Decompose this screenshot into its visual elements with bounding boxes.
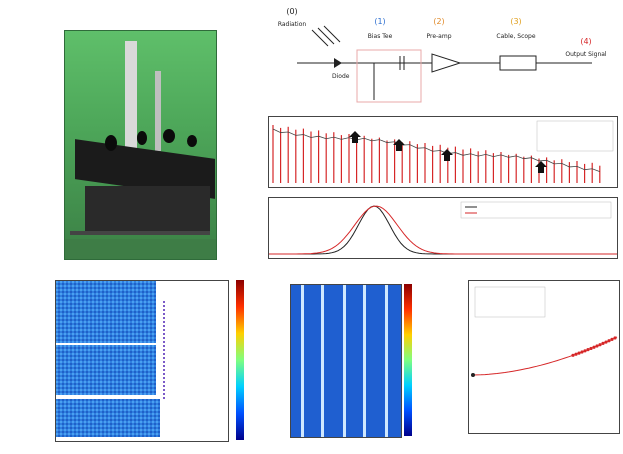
bar-chart-curve — [272, 128, 600, 173]
label-text-3: Cable, Scope — [496, 33, 535, 40]
stripe — [363, 285, 366, 437]
label-num-0: (0) — [286, 7, 297, 16]
scope-box — [499, 55, 537, 71]
photo-floor — [65, 239, 216, 259]
bar-chart-panel — [268, 116, 618, 188]
growth-curve — [472, 336, 618, 376]
schematic-label-2: (2) Pre-amp — [426, 17, 451, 40]
stripe — [385, 285, 388, 437]
peak-plot-legend — [460, 201, 612, 219]
growth-legend — [474, 286, 546, 318]
growth-start-point — [471, 373, 475, 377]
photo-bench-lower — [85, 186, 210, 231]
schematic-label-4: (4) Output Signal — [565, 37, 607, 58]
stripe-series — [301, 285, 388, 437]
arrow-markers — [349, 131, 547, 173]
bar-chart-legend — [536, 120, 614, 152]
growth-point — [604, 340, 608, 344]
arrow-marker — [393, 139, 405, 151]
photo-mount — [163, 129, 175, 143]
bar-series — [272, 125, 601, 183]
bias-tee-box — [356, 49, 422, 103]
label-num-2: (2) — [433, 17, 444, 26]
heatmap-right-colorbar — [404, 284, 412, 436]
heatmap-block — [56, 345, 156, 395]
schematic-label-0: (0) Radiation — [278, 7, 307, 28]
photo-rail — [70, 231, 210, 235]
diode-label: Diode — [332, 73, 350, 80]
growth-point — [601, 341, 605, 345]
growth-point — [592, 345, 596, 349]
photo-post — [155, 71, 161, 151]
heatmap-right-svg — [290, 284, 402, 438]
radiation-arrows — [311, 25, 341, 47]
growth-point — [598, 343, 602, 347]
heatmap-block — [56, 399, 160, 437]
arrow-marker — [535, 161, 547, 173]
stripe — [301, 285, 304, 437]
heatmap-left — [55, 280, 229, 442]
growth-point — [577, 351, 581, 355]
growth-point — [571, 353, 575, 357]
label-num-1: (1) — [374, 17, 385, 26]
growth-point — [595, 344, 599, 348]
growth-point — [610, 337, 614, 341]
photo-mount — [137, 131, 147, 145]
bar-chart-svg — [272, 120, 614, 183]
label-text-1: Bias Tee — [368, 33, 393, 40]
heatmap-left-colorbar — [236, 280, 244, 440]
stripe — [343, 285, 346, 437]
peak-plot-svg — [269, 201, 617, 255]
preamp-triangle — [431, 53, 462, 73]
schematic-label-3: (3) Cable, Scope — [496, 17, 535, 40]
label-text-4: Output Signal — [565, 51, 607, 58]
schematic-label-1: (1) Bias Tee — [368, 17, 393, 40]
photo-mount — [187, 135, 197, 147]
growth-plot — [468, 280, 620, 434]
growth-point — [607, 339, 611, 343]
photo-mount — [105, 135, 117, 151]
peak-plot-panel — [268, 197, 618, 259]
label-num-3: (3) — [510, 17, 521, 26]
growth-point — [586, 348, 590, 352]
circuit-schematic: (0) Radiation (1) Bias Tee (2) Pre-amp (… — [278, 7, 607, 103]
growth-point — [583, 349, 587, 353]
heatmap-left-svg — [55, 280, 229, 442]
growth-points — [571, 336, 617, 357]
stripe — [321, 285, 324, 437]
growth-point — [613, 336, 617, 340]
peak-curve-red — [269, 205, 617, 255]
label-num-4: (4) — [580, 37, 591, 46]
heatmap-right — [290, 284, 402, 438]
arrow-marker — [441, 149, 453, 161]
label-text-2: Pre-amp — [426, 33, 451, 40]
photo-post — [125, 41, 137, 151]
growth-plot-svg — [468, 280, 620, 434]
arrow-marker — [349, 131, 361, 143]
heatmap-block — [56, 281, 156, 343]
label-text-0: Radiation — [278, 21, 307, 28]
growth-point — [580, 350, 584, 354]
diode-symbol — [334, 58, 342, 68]
growth-point — [574, 352, 578, 356]
setup-photo — [64, 30, 217, 260]
growth-point — [589, 346, 593, 351]
